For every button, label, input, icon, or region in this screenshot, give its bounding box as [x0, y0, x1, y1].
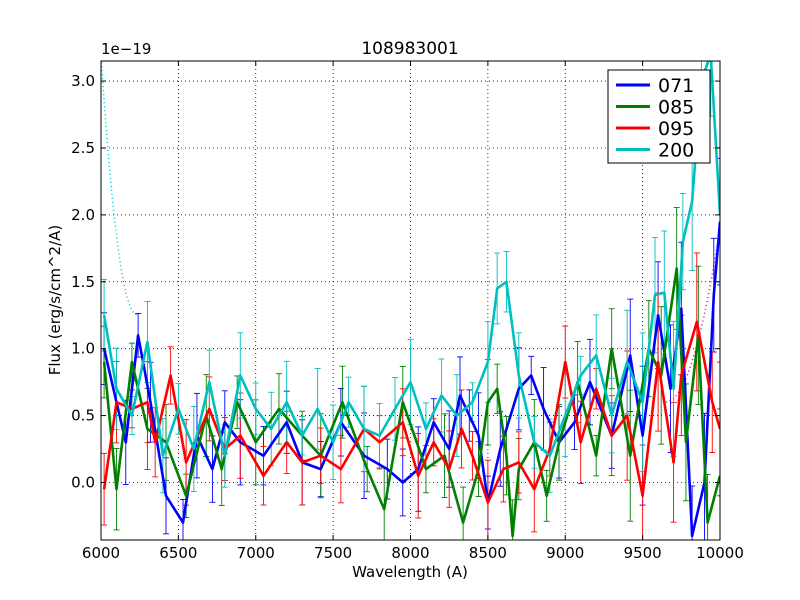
series-lines — [102, 61, 720, 538]
x-tick-label: 8000 — [391, 544, 429, 562]
y-axis-label: Flux (erg/s/cm^2/A) — [46, 225, 64, 376]
axis-ticks: 6000 6500 7000 7500 8000 8500 9000 9500 10000 0.0… — [71, 61, 744, 562]
legend-label-071: 071 — [658, 75, 694, 97]
x-tick-label: 7500 — [314, 544, 352, 562]
legend-label-200: 200 — [658, 140, 694, 162]
x-axis-label: Wavelength (A) — [352, 563, 468, 581]
y-tick-label: 2.0 — [71, 206, 95, 224]
series-line-085 — [102, 267, 720, 538]
y-tick-label: 1.0 — [71, 340, 95, 358]
x-tick-label: 7000 — [237, 544, 275, 562]
series-line-200 — [102, 61, 720, 458]
legend-label-085: 085 — [658, 97, 694, 119]
x-tick-label: 9000 — [546, 544, 584, 562]
x-tick-label: 6000 — [82, 544, 120, 562]
y-tick-label: 0.5 — [71, 407, 95, 425]
x-tick-label: 8500 — [469, 544, 507, 562]
x-tick-label: 10000 — [696, 544, 744, 562]
legend-label-095: 095 — [658, 118, 694, 140]
cyan-dotted-extension — [101, 61, 139, 316]
x-tick-label: 6500 — [159, 544, 197, 562]
x-tick-label: 9500 — [624, 544, 662, 562]
dotted-extension-lines — [101, 61, 720, 403]
y-tick-label: 0.0 — [71, 473, 95, 491]
series-line-071 — [102, 221, 720, 538]
y-tick-label: 2.5 — [71, 139, 95, 157]
chart-title: 108983001 — [361, 39, 458, 59]
y-tick-label: 3.0 — [71, 72, 95, 90]
y-tick-label: 1.5 — [71, 273, 95, 291]
y-scale-multiplier: 1e−19 — [101, 40, 151, 58]
